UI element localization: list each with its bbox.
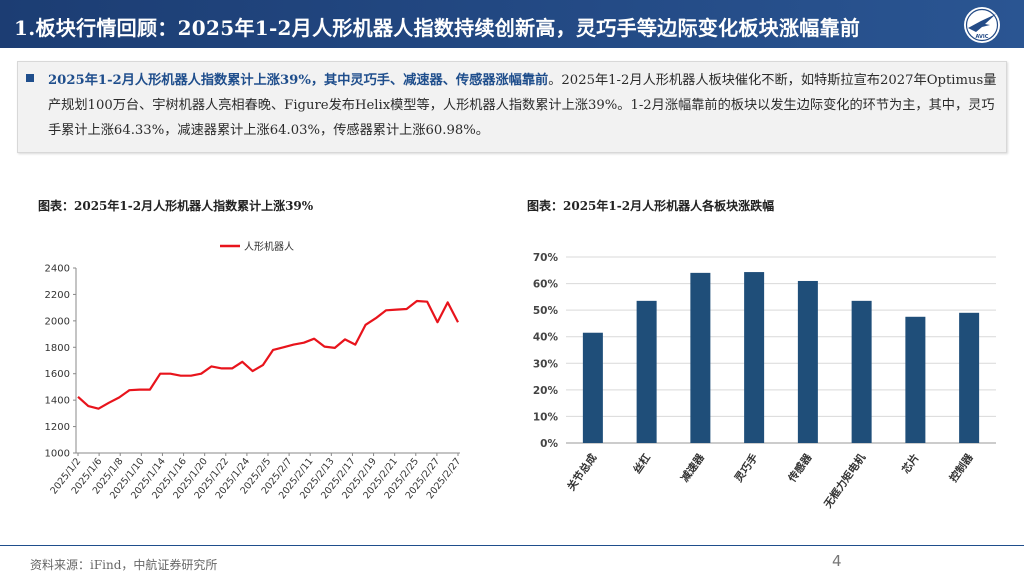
page-number: 4 [832, 552, 842, 570]
line-chart-title: 图表：2025年1-2月人形机器人指数累计上涨39% [38, 199, 314, 213]
y-tick-label: 50% [533, 305, 559, 317]
bar-1 [582, 332, 603, 443]
category-label: 丝杠 [630, 451, 653, 476]
y-tick-label: 2200 [45, 290, 70, 301]
y-tick-label: 10% [533, 411, 559, 423]
category-label: 控制器 [947, 451, 976, 485]
y-tick-label: 2400 [45, 264, 70, 275]
bar-chart: 0% 10% 20% 30% 40% 50% 60% 70% 关节总成 丝杠 减速器 灵巧手 传感器 无框… [533, 252, 996, 511]
y-tick-label: 1800 [45, 343, 70, 354]
y-tick-label: 1000 [45, 449, 70, 460]
bar-chart-title: 图表：2025年1-2月人形机器人各板块涨跌幅 [527, 199, 775, 213]
header-bar: 1.板块行情回顾：2025年1-2月人形机器人指数持续创新高，灵巧手等边际变化板… [0, 0, 1024, 48]
source-note: 资料来源：iFind，中航证券研究所 [30, 558, 218, 572]
bar-8 [959, 312, 980, 443]
page-title: 1.板块行情回顾：2025年1-2月人形机器人指数持续创新高，灵巧手等边际变化板… [14, 16, 861, 40]
summary-highlight: 2025年1-2月人形机器人指数累计上涨39%，其中灵巧手、减速器、传感器涨幅靠… [48, 73, 549, 88]
bar-4 [744, 272, 765, 443]
category-label: 灵巧手 [731, 451, 761, 485]
summary-body: 。2025年1-2月人形机器人板块催化不断，如特斯拉宣布2027年Optimus… [48, 73, 997, 138]
category-label: 芯片 [899, 451, 922, 476]
y-tick-label: 40% [533, 332, 559, 344]
logo-text: AVIC [976, 34, 989, 40]
category-label: 无框力矩电机 [821, 451, 869, 511]
y-tick-label: 1600 [45, 369, 70, 380]
category-label: 传感器 [785, 451, 815, 485]
avic-plane-logo-icon: AVIC [964, 7, 1000, 43]
y-tick-label: 60% [533, 279, 559, 291]
y-tick-label: 1400 [45, 396, 70, 407]
y-tick-label: 2000 [45, 316, 70, 327]
y-tick-label: 0% [540, 438, 558, 450]
line-chart: 人形机器人10001200140016001800200022002400202… [45, 240, 464, 501]
bar-7 [905, 316, 926, 443]
y-tick-label: 1200 [45, 422, 70, 433]
bar-5 [797, 280, 818, 443]
bar-2 [636, 300, 657, 443]
index-series-line [77, 299, 459, 410]
bar-3 [690, 272, 711, 443]
category-label: 减速器 [678, 451, 707, 485]
y-tick-label: 30% [533, 358, 559, 370]
legend-label: 人形机器人 [244, 240, 294, 253]
summary-text: 2025年1-2月人形机器人指数累计上涨39%，其中灵巧手、减速器、传感器涨幅靠… [48, 68, 998, 143]
category-label: 关节总成 [565, 451, 600, 493]
footer-divider [0, 545, 1024, 546]
y-tick-label: 20% [533, 385, 559, 397]
bullet-square-icon [26, 74, 34, 82]
bar-6 [851, 300, 872, 443]
summary-box: 2025年1-2月人形机器人指数累计上涨39%，其中灵巧手、减速器、传感器涨幅靠… [17, 61, 1007, 153]
y-tick-label: 70% [533, 252, 559, 264]
